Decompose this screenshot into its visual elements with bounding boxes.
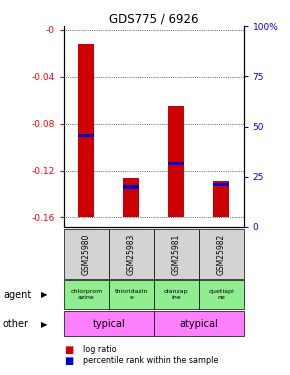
Bar — [168, 106, 184, 218]
Text: GSM25980: GSM25980 — [82, 233, 91, 275]
Bar — [123, 178, 139, 218]
Bar — [109, 229, 154, 279]
Bar — [64, 229, 109, 279]
Bar — [64, 280, 109, 309]
Bar — [213, 183, 229, 186]
Text: quetiapi
ne: quetiapi ne — [208, 290, 234, 300]
Bar — [199, 280, 244, 309]
Text: thioridazin
e: thioridazin e — [115, 290, 148, 300]
Bar — [154, 229, 199, 279]
Bar — [213, 181, 229, 218]
Bar — [154, 280, 199, 309]
Bar — [199, 229, 244, 279]
Text: GSM25983: GSM25983 — [127, 233, 136, 275]
Bar — [109, 280, 154, 309]
Text: ▶: ▶ — [41, 320, 47, 329]
Text: ■: ■ — [64, 345, 73, 354]
Bar — [154, 311, 244, 336]
Bar — [123, 185, 139, 189]
Text: log ratio: log ratio — [83, 345, 116, 354]
Text: ■: ■ — [64, 356, 73, 366]
Text: agent: agent — [3, 290, 31, 300]
Text: ▶: ▶ — [41, 290, 47, 299]
Bar — [78, 44, 94, 218]
Text: olanzap
ine: olanzap ine — [164, 290, 189, 300]
Text: GSM25982: GSM25982 — [217, 233, 226, 274]
Text: percentile rank within the sample: percentile rank within the sample — [83, 356, 218, 365]
Bar — [78, 134, 94, 137]
Text: chlorprom
azine: chlorprom azine — [70, 290, 102, 300]
Text: GSM25981: GSM25981 — [172, 233, 181, 274]
Text: atypical: atypical — [179, 319, 218, 328]
Bar — [168, 162, 184, 165]
Text: other: other — [3, 320, 29, 329]
Bar — [64, 311, 154, 336]
Title: GDS775 / 6926: GDS775 / 6926 — [109, 12, 198, 25]
Text: typical: typical — [93, 319, 125, 328]
